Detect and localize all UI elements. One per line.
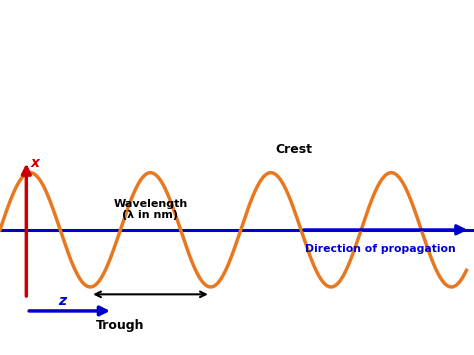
Text: Crest: Crest <box>275 143 312 156</box>
Text: x: x <box>30 156 39 170</box>
Text: Trough: Trough <box>96 319 145 332</box>
Text: Wavelength
(λ in nm): Wavelength (λ in nm) <box>113 199 188 220</box>
Text: Direction of propagation: Direction of propagation <box>305 244 456 253</box>
Text: z: z <box>58 294 66 308</box>
